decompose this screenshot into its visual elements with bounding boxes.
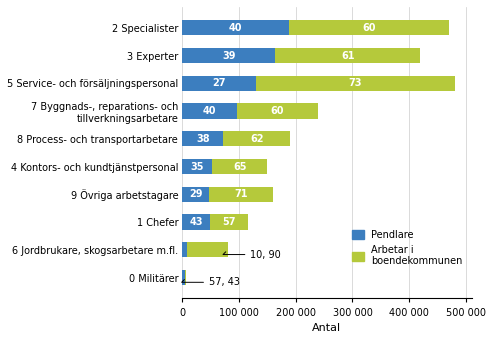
Bar: [182, 103, 237, 119]
Text: 29: 29: [189, 189, 202, 199]
Text: 73: 73: [349, 78, 362, 88]
Bar: [182, 215, 211, 230]
Legend: Pendlare, Arbetar i
boendekommunen: Pendlare, Arbetar i boendekommunen: [348, 226, 466, 270]
Bar: [237, 103, 319, 119]
Bar: [275, 48, 420, 63]
Text: 60: 60: [271, 106, 284, 116]
Bar: [185, 270, 186, 285]
Bar: [182, 131, 223, 147]
Text: 62: 62: [250, 134, 264, 144]
Bar: [212, 159, 268, 174]
Bar: [209, 187, 273, 202]
Bar: [182, 187, 209, 202]
Text: 27: 27: [212, 78, 226, 88]
Bar: [182, 159, 212, 174]
Bar: [289, 20, 449, 35]
Text: 61: 61: [341, 51, 355, 61]
Text: 71: 71: [234, 189, 247, 199]
Text: 35: 35: [191, 162, 204, 172]
Bar: [256, 76, 455, 91]
Text: 57: 57: [222, 217, 236, 227]
Text: 10, 90: 10, 90: [223, 250, 281, 259]
Bar: [182, 20, 289, 35]
Bar: [182, 76, 256, 91]
Bar: [211, 215, 247, 230]
Bar: [223, 131, 290, 147]
X-axis label: Antal: Antal: [312, 323, 342, 333]
Bar: [187, 242, 228, 257]
Text: 60: 60: [362, 23, 376, 33]
Text: 38: 38: [196, 134, 210, 144]
Text: 40: 40: [203, 106, 217, 116]
Text: 39: 39: [222, 51, 236, 61]
Text: 40: 40: [229, 23, 243, 33]
Text: 65: 65: [233, 162, 246, 172]
Bar: [182, 270, 185, 285]
Text: 43: 43: [190, 217, 203, 227]
Bar: [182, 48, 275, 63]
Bar: [182, 242, 187, 257]
Text: 57, 43: 57, 43: [182, 277, 240, 287]
